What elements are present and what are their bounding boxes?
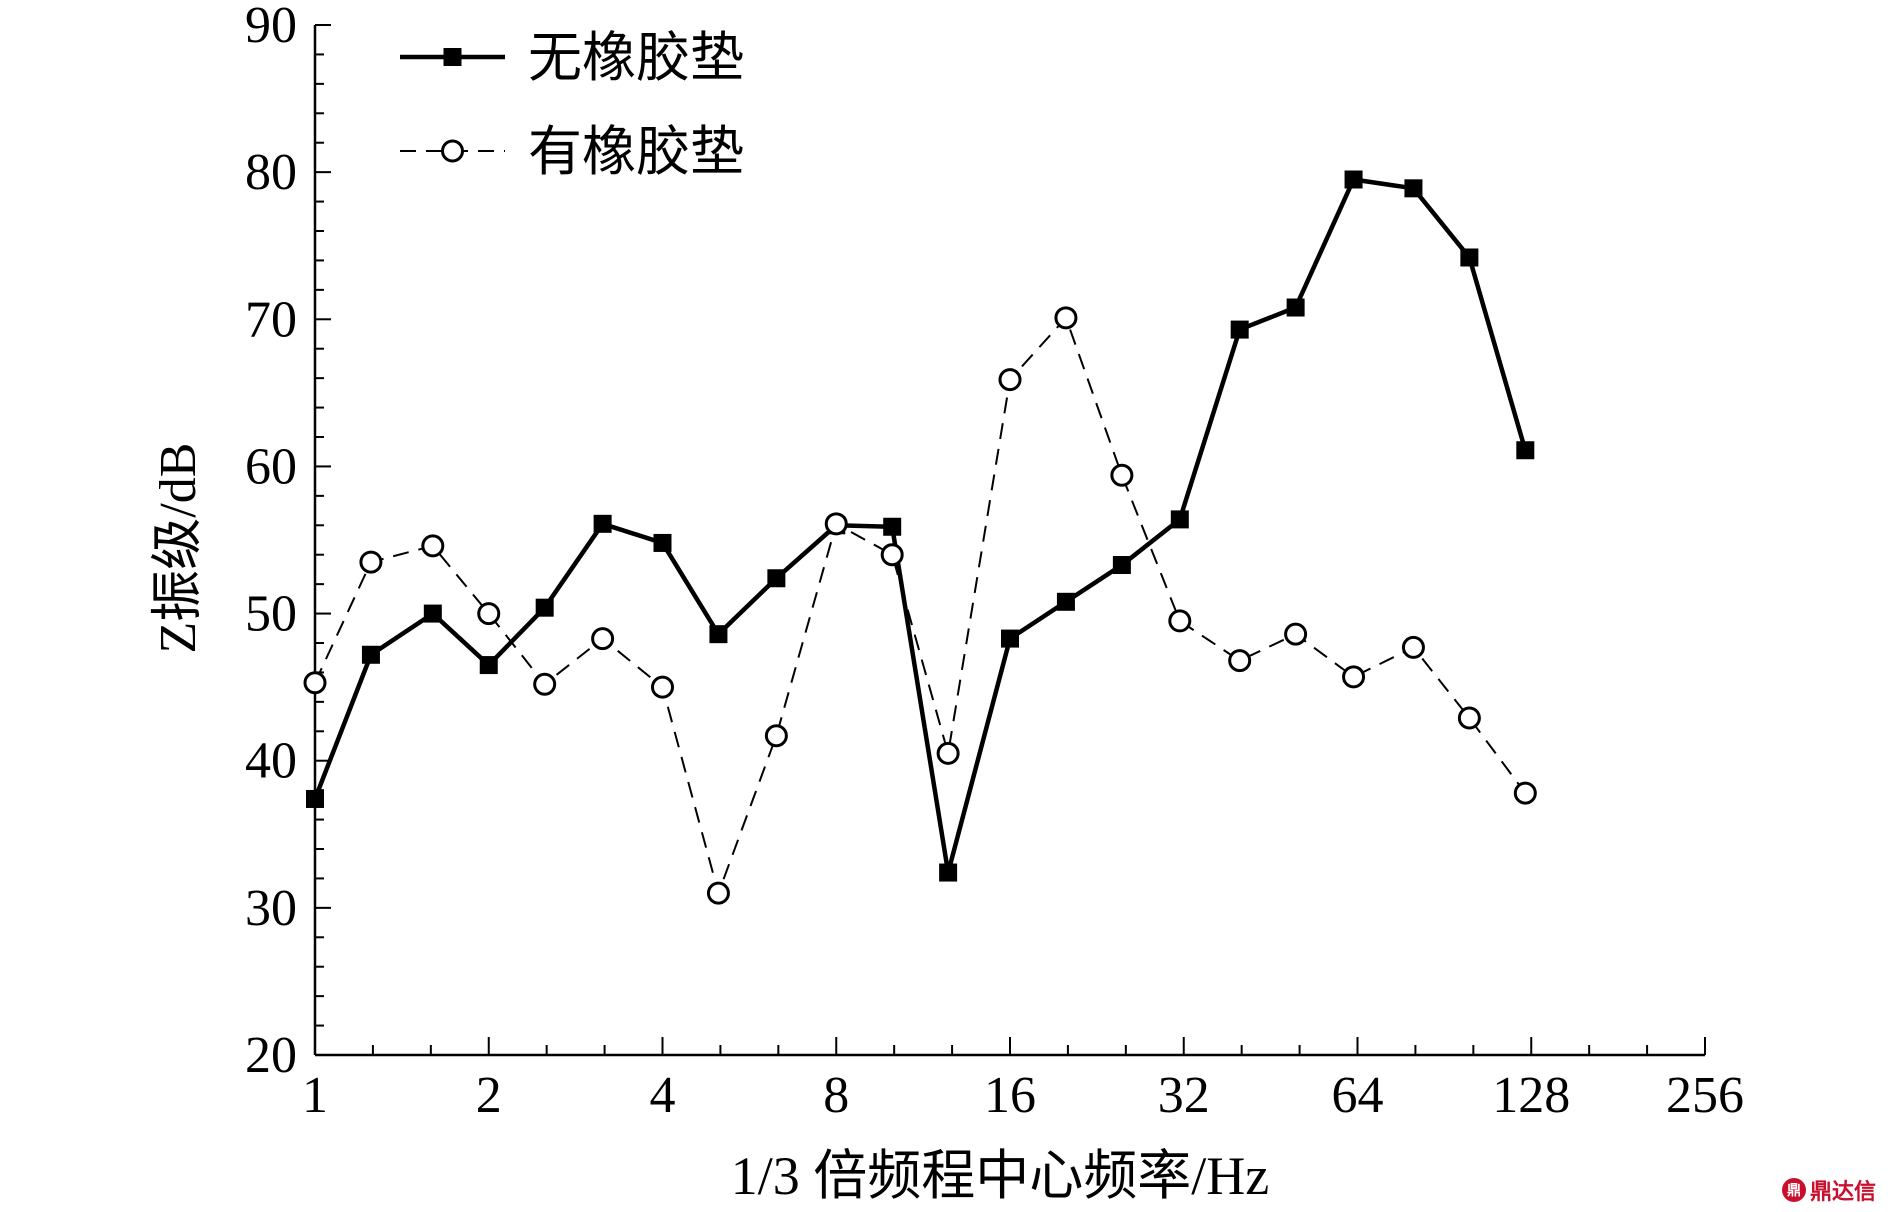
- data-point-marker: [653, 533, 672, 552]
- data-point-marker: [1230, 320, 1249, 339]
- data-point-marker: [1460, 248, 1479, 267]
- y-tick-label: 40: [245, 733, 297, 790]
- data-point-marker: [1342, 665, 1366, 689]
- watermark-text: 鼎达信: [1809, 1180, 1876, 1205]
- data-point-marker: [306, 789, 324, 808]
- data-point-marker: [1056, 592, 1075, 611]
- data-point-marker: [1404, 179, 1423, 198]
- data-point-marker: [359, 550, 383, 574]
- legend-marker: [443, 48, 462, 66]
- y-tick-label: 70: [245, 291, 297, 348]
- legend-marker: [441, 139, 464, 163]
- data-point-marker: [1170, 510, 1189, 529]
- data-point-marker: [1286, 298, 1305, 317]
- data-point-marker: [1516, 441, 1535, 460]
- y-axis-label: Z振级/dB: [150, 443, 207, 654]
- data-point-marker: [1112, 556, 1131, 575]
- x-axis-ticks: 1 2 4 8 16 32 64 128 256: [302, 1037, 1744, 1124]
- legend-label: 无橡胶垫: [528, 28, 744, 88]
- watermark: 鼎 鼎达信: [1781, 1174, 1876, 1206]
- data-point-marker: [998, 368, 1022, 392]
- data-point-marker: [535, 598, 554, 617]
- data-point-marker: [1054, 306, 1078, 330]
- data-point-marker: [1344, 170, 1363, 189]
- data-point-marker: [764, 724, 788, 748]
- data-point-marker: [651, 675, 674, 699]
- data-point-marker: [1168, 609, 1192, 633]
- data-point-marker: [593, 514, 612, 533]
- data-point-marker: [423, 604, 442, 623]
- y-tick-label: 90: [245, 0, 297, 54]
- data-point-marker: [709, 625, 728, 644]
- series-2: [303, 306, 1537, 905]
- data-point-marker: [1110, 463, 1134, 487]
- series-1: [306, 170, 1535, 882]
- data-point-marker: [1513, 781, 1537, 805]
- data-point-marker: [591, 627, 615, 651]
- data-point-marker: [1401, 635, 1425, 659]
- x-tick-label: 1: [302, 1067, 328, 1124]
- y-tick-label: 80: [245, 144, 297, 201]
- x-axis-label: 1/3 倍频程中心频率/Hz: [731, 1146, 1269, 1206]
- data-point-marker: [479, 656, 498, 675]
- data-point-marker: [880, 543, 904, 567]
- axes: [313, 25, 1705, 1057]
- data-point-marker: [767, 569, 786, 588]
- x-tick-label: 2: [476, 1067, 502, 1124]
- data-point-marker: [477, 602, 501, 626]
- data-point-marker: [1001, 629, 1019, 648]
- data-point-marker: [421, 534, 445, 558]
- y-tick-label: 60: [245, 438, 297, 495]
- x-tick-label: 32: [1158, 1067, 1210, 1124]
- data-point-marker: [824, 512, 848, 536]
- series-line: [312, 177, 1528, 874]
- y-tick-label: 30: [245, 880, 297, 937]
- series-layer: [303, 170, 1537, 905]
- data-point-marker: [1228, 649, 1252, 673]
- data-point-marker: [361, 645, 380, 664]
- x-tick-label: 256: [1666, 1067, 1744, 1124]
- data-point-marker: [706, 881, 730, 905]
- data-point-marker: [939, 863, 958, 882]
- x-tick-label: 16: [984, 1067, 1036, 1124]
- data-point-marker: [1457, 706, 1481, 730]
- series-line: [314, 315, 1527, 897]
- y-tick-label: 20: [245, 1027, 297, 1084]
- x-tick-label: 4: [650, 1067, 676, 1124]
- data-point-marker: [936, 741, 960, 765]
- watermark-logo-icon: 鼎: [1781, 1178, 1806, 1202]
- data-point-marker: [533, 672, 557, 696]
- data-point-marker: [1284, 622, 1308, 646]
- x-tick-label: 8: [823, 1067, 849, 1124]
- data-point-marker: [883, 517, 902, 536]
- x-tick-label: 64: [1332, 1067, 1384, 1124]
- y-tick-label: 50: [245, 586, 297, 643]
- legend-label: 有橡胶垫: [528, 122, 744, 182]
- x-tick-label: 128: [1492, 1067, 1570, 1124]
- y-axis-ticks: 20 30 40 50 60 70 80 90: [245, 0, 331, 1084]
- data-point-marker: [303, 671, 327, 695]
